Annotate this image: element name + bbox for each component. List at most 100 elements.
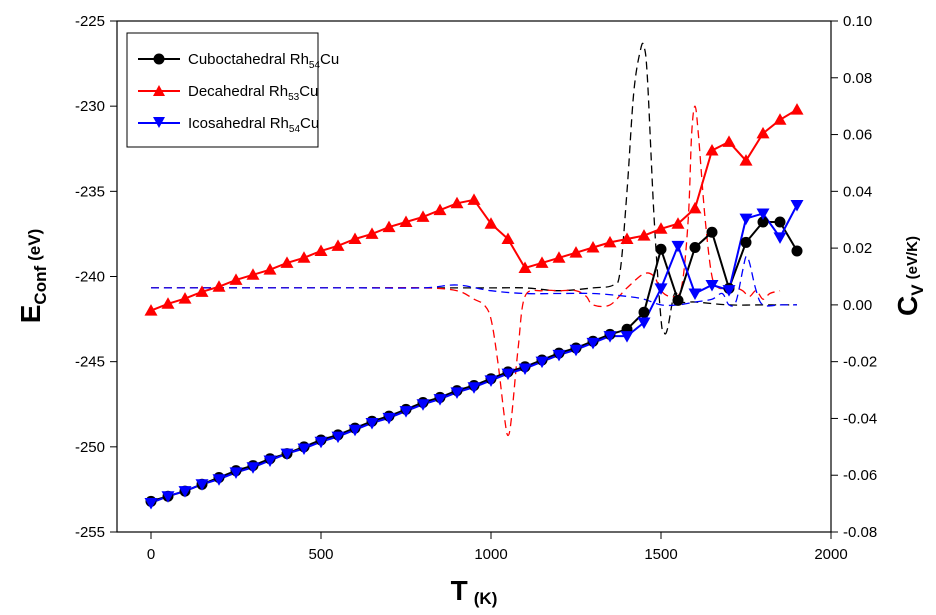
x-tick-label: 1500	[644, 546, 677, 563]
y-left-tick-label: -250	[75, 439, 105, 456]
energy-point	[450, 387, 464, 399]
energy-line-2	[150, 204, 798, 504]
legend-suffix-decahedral: Cu	[299, 83, 318, 100]
energy-point	[365, 227, 379, 239]
x-axis-ticks: 0 500 1000 1500 2000	[147, 532, 848, 563]
cv-line-1	[150, 105, 781, 437]
energy-point	[246, 462, 260, 474]
legend-sub-cuboctahedral: 54	[309, 60, 321, 71]
energy-point	[518, 261, 532, 273]
x-tick-label: 2000	[814, 546, 847, 563]
energy-point	[331, 239, 345, 251]
energy-point	[484, 217, 498, 229]
y-right-tick-label: -0.06	[843, 467, 877, 484]
y-right-axis-unit: (eV/K)	[904, 236, 921, 279]
energy-point	[348, 232, 362, 245]
legend-sub-icosahedral: 54	[289, 124, 301, 135]
energy-point	[637, 229, 651, 241]
svg-text:Icosahedral Rh54Cu: Icosahedral Rh54Cu	[188, 115, 319, 135]
legend-marker-circle	[153, 53, 165, 65]
energy-point	[672, 294, 684, 306]
energy-point	[416, 399, 430, 411]
energy-point	[263, 263, 277, 275]
energy-point	[331, 431, 345, 444]
energy-point	[382, 412, 396, 425]
legend-label-cuboctahedral: Cuboctahedral Rh	[188, 51, 309, 68]
x-axis-title: T (K)	[451, 575, 498, 608]
y-right-tick-label: -0.04	[843, 410, 877, 427]
y-right-axis-label: C	[892, 296, 923, 316]
energy-point	[688, 201, 702, 214]
energy-point	[161, 491, 175, 503]
energy-point	[535, 256, 549, 268]
energy-point	[535, 356, 549, 369]
energy-point	[399, 406, 413, 418]
energy-point	[178, 292, 192, 304]
energy-point	[739, 213, 753, 226]
energy-point	[501, 368, 515, 381]
y-right-tick-label: 0.08	[843, 70, 872, 87]
y-left-tick-label: -255	[75, 524, 105, 541]
energy-point	[740, 236, 752, 248]
y-left-tick-label: -230	[75, 98, 105, 115]
cv-line-0	[150, 42, 797, 335]
energy-point	[773, 113, 787, 125]
energy-point	[484, 375, 498, 387]
svg-text:Cuboctahedral Rh54Cu: Cuboctahedral Rh54Cu	[188, 51, 339, 71]
energy-point	[297, 443, 311, 456]
legend-marker-triangle-up	[153, 85, 165, 96]
energy-point	[586, 337, 600, 350]
energy-point	[314, 244, 328, 256]
energy-point	[689, 242, 701, 254]
energy-line-0	[150, 221, 798, 503]
energy-point	[382, 220, 396, 233]
energy-point	[671, 240, 685, 253]
energy-point	[552, 251, 566, 263]
y-left-axis-title: EConf (eV)	[15, 229, 50, 324]
svg-text:EConf(eV): EConf (eV)	[15, 229, 50, 324]
energy-point	[756, 126, 770, 139]
x-tick-label: 0	[147, 546, 155, 563]
y-right-tick-label: 0.02	[843, 240, 872, 257]
svg-text:CV(eV/K): CV (eV/K)	[892, 236, 927, 316]
energy-point	[246, 268, 260, 280]
energy-point	[790, 103, 804, 115]
energy-point	[195, 285, 209, 297]
y-right-tick-label: 0.00	[843, 297, 872, 314]
legend: Cuboctahedral Rh54Cu Decahedral Rh53Cu I…	[126, 32, 339, 148]
cv-line-2	[150, 255, 797, 307]
energy-point	[433, 203, 447, 216]
energy-point	[774, 216, 786, 228]
energy-point	[467, 382, 481, 394]
energy-point	[297, 251, 311, 263]
energy-point	[638, 306, 650, 318]
energy-point	[569, 344, 583, 357]
energy-point	[280, 256, 294, 268]
y-left-axis-unit: (eV)	[25, 229, 44, 261]
energy-point	[399, 215, 413, 227]
y-right-tick-label: 0.10	[843, 13, 872, 30]
y-right-tick-label: -0.08	[843, 524, 877, 541]
energy-point	[348, 424, 362, 437]
energy-markers	[144, 103, 804, 510]
legend-marker-triangle-down	[153, 117, 165, 128]
energy-point	[773, 232, 787, 244]
energy-point	[229, 467, 243, 479]
energy-point	[212, 280, 226, 292]
y-left-axis-label: E	[15, 305, 46, 324]
energy-point	[722, 135, 736, 147]
y-left-tick-label: -225	[75, 13, 105, 30]
energy-point	[739, 154, 753, 166]
energy-point	[467, 193, 481, 205]
energy-point	[178, 486, 192, 498]
svg-text:Decahedral Rh53Cu: Decahedral Rh53Cu	[188, 83, 318, 103]
legend-entry-cuboctahedral: Cuboctahedral Rh54Cu	[138, 51, 339, 71]
energy-point	[655, 243, 667, 255]
energy-point	[586, 241, 600, 253]
y-right-tick-label: 0.06	[843, 127, 872, 144]
energy-point	[450, 196, 464, 209]
legend-entry-decahedral: Decahedral Rh53Cu	[138, 83, 318, 103]
energy-point	[671, 217, 685, 229]
y-right-axis-title: CV (eV/K)	[892, 236, 927, 316]
